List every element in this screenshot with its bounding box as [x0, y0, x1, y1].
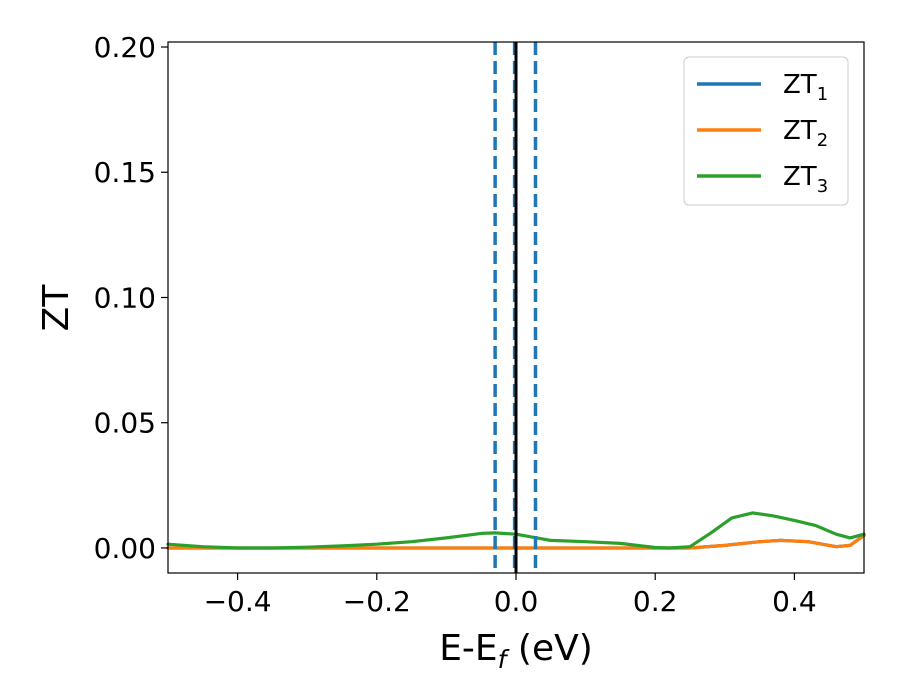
legend-label-zt3: ZT3 — [783, 162, 828, 197]
legend-box — [683, 56, 849, 206]
legend-label-zt2: ZT2 — [783, 116, 828, 151]
x-axis: −0.4 −0.2 0.0 0.2 0.4 — [204, 573, 817, 618]
x-tick-label: 0.2 — [633, 585, 678, 618]
x-tick-label: 0.4 — [772, 585, 817, 618]
x-axis-label: E-Ef (eV) — [439, 628, 593, 674]
y-tick-label: 0.10 — [94, 281, 156, 314]
x-tick-label: 0.0 — [494, 585, 539, 618]
x-tick-label: −0.2 — [343, 585, 411, 618]
y-tick-label: 0.15 — [94, 156, 156, 189]
y-axis-label: ZT — [36, 284, 77, 332]
y-tick-label: 0.05 — [94, 407, 156, 440]
x-tick-label: −0.4 — [204, 585, 272, 618]
y-axis: 0.00 0.05 0.10 0.15 0.20 — [94, 31, 168, 565]
series-layer — [166, 511, 866, 550]
series-line-zt3 — [166, 511, 866, 550]
legend: ZT1 ZT2 ZT3 — [683, 56, 849, 206]
x-axis-label-tail: (eV) — [506, 628, 592, 669]
legend-label-zt1: ZT1 — [783, 70, 828, 105]
y-tick-label: 0.00 — [94, 532, 156, 565]
vlines-layer — [493, 42, 538, 573]
y-tick-label: 0.20 — [94, 31, 156, 64]
